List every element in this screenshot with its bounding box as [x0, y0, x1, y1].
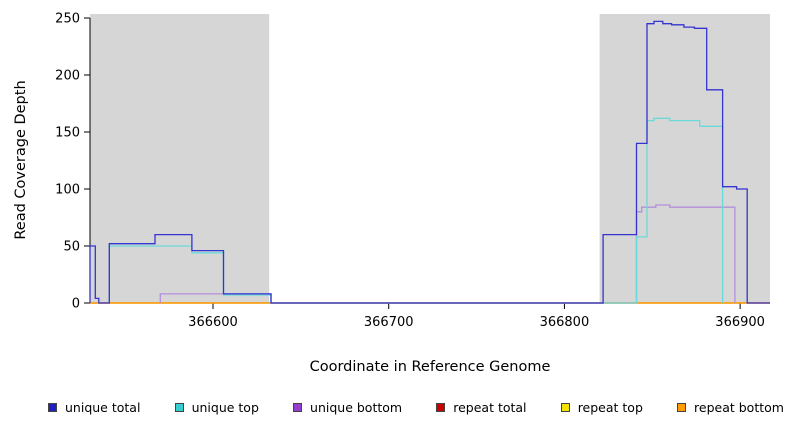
legend-item-repeat-top: repeat top [560, 400, 643, 415]
y-tick-label: 250 [55, 12, 80, 27]
x-axis-label: Coordinate in Reference Genome [309, 359, 551, 375]
x-tick-label: 366900 [715, 315, 765, 330]
y-tick-label: 100 [55, 183, 80, 198]
legend-swatch-icon [677, 403, 687, 412]
legend-swatch-icon [560, 403, 570, 412]
shaded-region [599, 14, 770, 303]
legend-label: unique top [191, 400, 259, 415]
legend-item-unique-top: unique top [174, 400, 259, 415]
legend-label: unique total [65, 400, 141, 415]
legend-swatch-icon [48, 403, 57, 412]
y-tick-label: 150 [55, 126, 80, 141]
legend-label: repeat total [453, 400, 527, 415]
x-tick-label: 366700 [364, 315, 414, 330]
coverage-plot: 0 50 100 150 200 250 366600 366700 366800 366900 [55, 12, 770, 330]
legend-item-unique-bottom: unique bottom [293, 400, 402, 415]
legend-label: unique bottom [310, 400, 403, 415]
y-tick-label: 0 [72, 297, 80, 312]
y-tick-label: 50 [63, 240, 80, 255]
legend-label: repeat top [577, 400, 643, 415]
legend: unique total unique top unique bottom repea… [48, 400, 784, 415]
legend-swatch-icon [174, 403, 184, 412]
y-tick-label: 200 [55, 69, 80, 84]
legend-swatch-icon [293, 403, 303, 412]
series-unique-total [89, 20, 770, 304]
x-tick-label: 366600 [188, 315, 238, 330]
legend-swatch-icon [436, 403, 446, 412]
y-axis-label: Read Coverage Depth [13, 80, 29, 240]
legend-item-repeat-total: repeat total [436, 400, 527, 415]
legend-item-unique-total: unique total [48, 400, 140, 415]
series-unique-top [108, 117, 724, 304]
shaded-region [90, 14, 270, 303]
legend-label: repeat bottom [694, 400, 784, 415]
legend-item-repeat-bottom: repeat bottom [677, 400, 784, 415]
x-tick-label: 366800 [540, 315, 590, 330]
